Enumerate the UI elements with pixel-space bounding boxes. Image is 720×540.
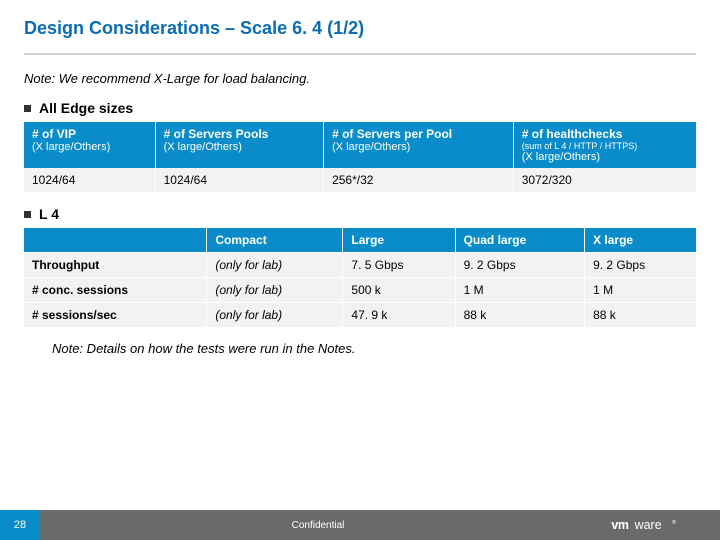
page-number: 28	[0, 510, 40, 540]
confidential-label: Confidential	[40, 520, 596, 531]
col-header: Quad large	[455, 228, 585, 253]
col-header: X large	[585, 228, 696, 253]
col-header: Compact	[207, 228, 343, 253]
col-header: # of VIP (X large/Others)	[24, 122, 155, 168]
table-row: Throughput (only for lab) 7. 5 Gbps 9. 2…	[24, 253, 696, 278]
svg-text:®: ®	[672, 519, 676, 526]
col-header: # of Servers per Pool (X large/Others)	[324, 122, 514, 168]
col-header: # of Servers Pools (X large/Others)	[155, 122, 323, 168]
table-row: # sessions/sec (only for lab) 47. 9 k 88…	[24, 303, 696, 328]
note-top: Note: We recommend X-Large for load bala…	[24, 71, 696, 86]
svg-text:vm: vm	[611, 518, 629, 532]
vmware-logo: vm ware ®	[596, 518, 720, 532]
footer: 28 Confidential vm ware ®	[0, 510, 720, 540]
col-header: Large	[343, 228, 455, 253]
note-bottom: Note: Details on how the tests were run …	[52, 341, 696, 356]
bullet-l4: L 4	[24, 206, 696, 222]
table-l4: Compact Large Quad large X large Through…	[24, 228, 696, 327]
bullet-icon	[24, 105, 31, 112]
bullet-label: All Edge sizes	[39, 100, 133, 116]
table-row: 1024/64 1024/64 256*/32 3072/320	[24, 168, 696, 192]
col-header: # of healthchecks (sum of L 4 / HTTP / H…	[513, 122, 696, 168]
table-edge-sizes: # of VIP (X large/Others) # of Servers P…	[24, 122, 696, 192]
bullet-all-edge-sizes: All Edge sizes	[24, 100, 696, 116]
col-header-blank	[24, 228, 207, 253]
page-title: Design Considerations – Scale 6. 4 (1/2)	[24, 18, 696, 39]
table-row: # conc. sessions (only for lab) 500 k 1 …	[24, 278, 696, 303]
bullet-label: L 4	[39, 206, 59, 222]
svg-text:ware: ware	[634, 518, 662, 532]
bullet-icon	[24, 211, 31, 218]
